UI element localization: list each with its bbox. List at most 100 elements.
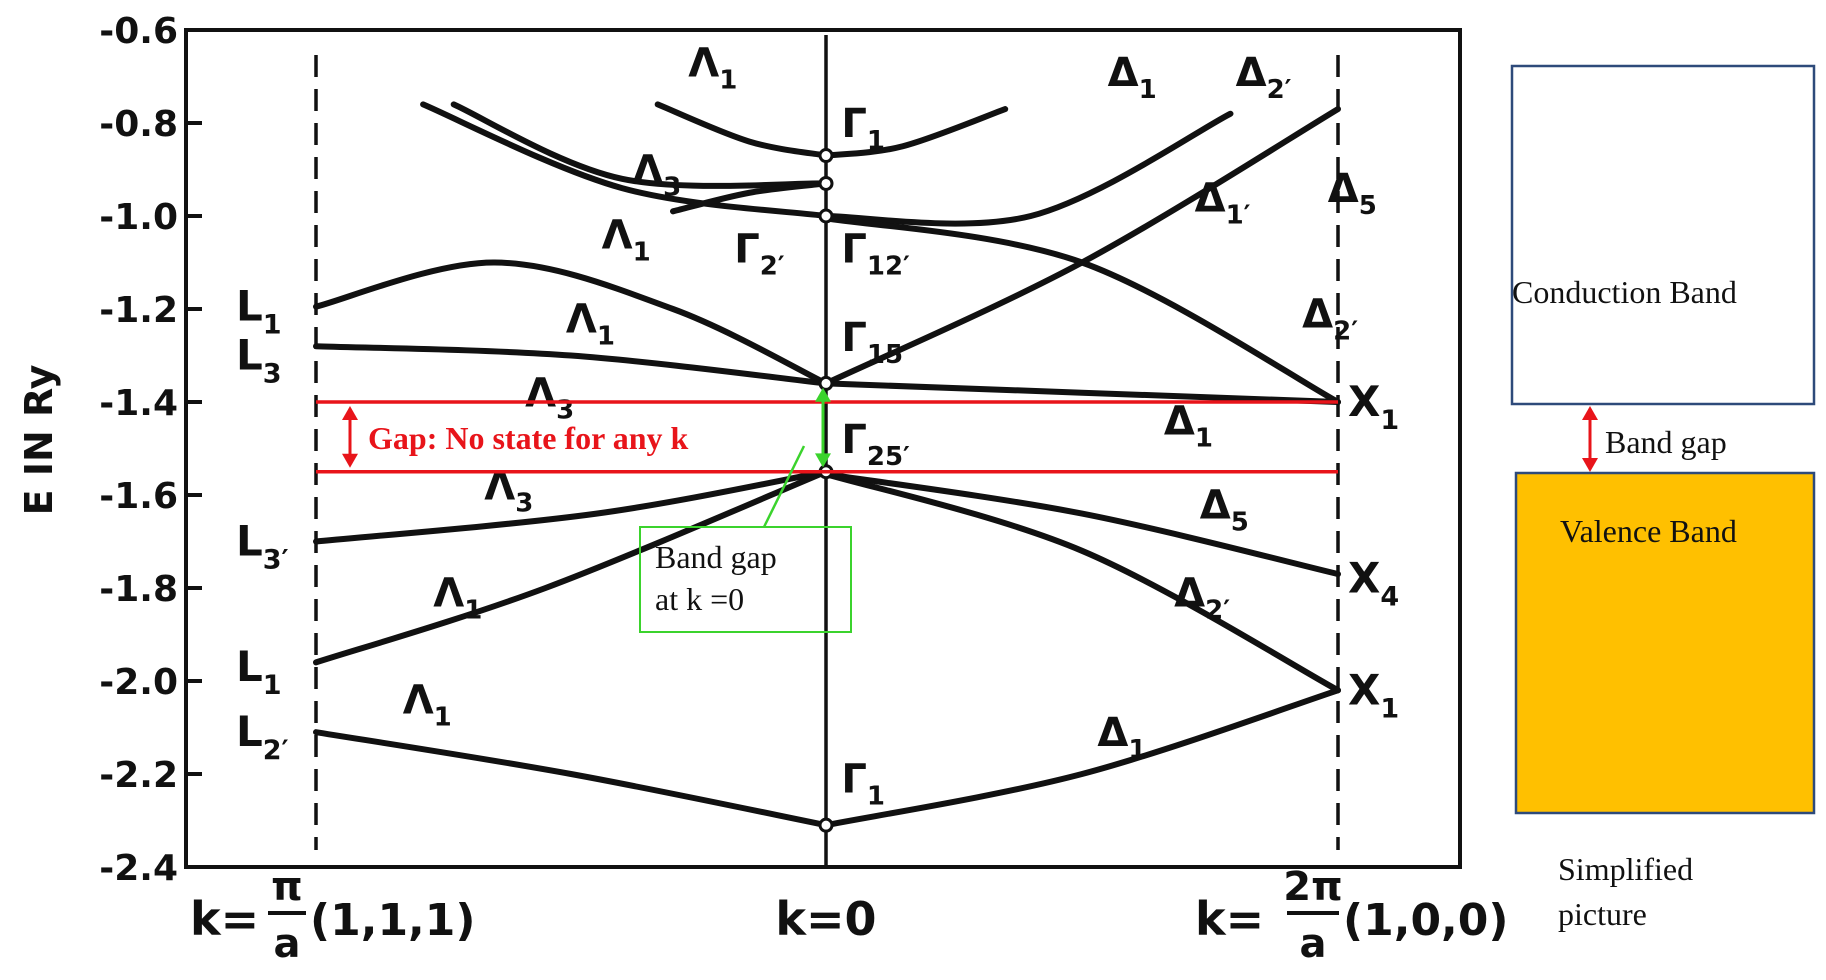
- symmetry-point-label-L: L1: [236, 642, 282, 701]
- symmetry-lines: [314, 35, 1340, 865]
- band-curve-11: [420, 101, 829, 219]
- simplified-caption-line1: Simplified: [1558, 851, 1693, 887]
- band-curve-6: [823, 471, 1341, 578]
- band-label: Δ1: [1097, 710, 1146, 765]
- band-curve-3: [823, 380, 1341, 405]
- x-right-vec: (1,0,0): [1343, 895, 1509, 946]
- x-right-k: k=: [1195, 892, 1264, 946]
- valence-band-box: [1514, 471, 1816, 815]
- band-curve-4: [313, 468, 829, 545]
- gap-arrow-head-bottom: [342, 453, 358, 468]
- band-curve-2: [313, 343, 829, 387]
- band-gap-k0-line2: at k =0: [655, 581, 744, 617]
- x-right-num: 2π: [1283, 864, 1342, 910]
- symmetry-point-label-L: L2′: [236, 707, 289, 766]
- band-curve-17: [670, 180, 829, 215]
- band-label: Λ3: [632, 147, 681, 202]
- y-tick-label: -2.4: [99, 848, 178, 889]
- band-label: Λ1: [566, 296, 615, 351]
- band-curve-15: [654, 101, 829, 159]
- k0-gap-leader: [762, 445, 806, 528]
- gamma-point-dot: [818, 208, 834, 224]
- y-tick-label: -1.0: [99, 197, 178, 238]
- gamma-point-dot: [818, 148, 834, 164]
- y-tick-label: -1.4: [99, 383, 178, 424]
- band-label: Γ12′: [841, 227, 910, 282]
- gamma-points: [818, 148, 834, 833]
- band-curve-13: [450, 101, 829, 189]
- y-tick-label: -0.8: [99, 104, 178, 145]
- gamma-point-dot: [818, 175, 834, 191]
- band-curve-1: [313, 259, 829, 387]
- band-curve-16: [823, 106, 1009, 159]
- band-label: Δ2′: [1302, 292, 1358, 347]
- conduction-band-box: [1510, 64, 1816, 406]
- k0-gap-arrow-head-top: [815, 387, 831, 402]
- x-label-left: k= π a (1,1,1): [190, 864, 476, 967]
- band-curve-12: [823, 110, 1234, 227]
- band-curve-8: [313, 729, 829, 829]
- band-label: Δ5: [1328, 166, 1377, 221]
- x-label-right: k= 2π a (1,0,0): [1195, 864, 1509, 967]
- gap-arrow-head-top: [342, 406, 358, 420]
- band-label: Γ1: [841, 757, 885, 812]
- band-label: Δ2′: [1236, 50, 1292, 105]
- x-right-den: a: [1300, 921, 1327, 967]
- simplified-picture: Conduction Band Valence Band Band gap Si…: [1510, 64, 1816, 932]
- band-curve-7: [823, 471, 1341, 694]
- valence-band-label: Valence Band: [1560, 513, 1737, 549]
- symmetry-point-label-X: X4: [1348, 554, 1399, 613]
- band-label: Λ1: [433, 571, 482, 626]
- band-gap-k0-box: [639, 526, 852, 633]
- y-tick-label: -1.6: [99, 476, 178, 517]
- band-label: Δ1: [1108, 50, 1157, 105]
- band-label: Γ1: [841, 101, 885, 156]
- simplified-caption-line2: picture: [1558, 896, 1647, 932]
- y-tick-label: -1.8: [99, 569, 178, 610]
- band-curve-5: [313, 468, 829, 666]
- symmetry-point-label-X: X1: [1348, 665, 1399, 724]
- k0-gap-arrow-head-bottom: [815, 453, 831, 468]
- symmetry-point-label-L: L3: [236, 331, 282, 390]
- simplified-gap-arrow: [1582, 406, 1598, 472]
- band-label: Λ1: [403, 678, 452, 733]
- plot-frame: [184, 28, 1462, 869]
- conduction-band-label: Conduction Band: [1512, 274, 1737, 310]
- y-axis-label: E IN Ry: [17, 364, 61, 515]
- band-curve-9: [823, 687, 1341, 829]
- simplified-gap-label: Band gap: [1605, 424, 1727, 460]
- band-curves: [313, 101, 1341, 829]
- band-label: Δ1′: [1195, 175, 1251, 230]
- y-axis: -0.6 -0.8 -1.0 -1.2 -1.4 -1.6 -1.8 -2.0 -2.2 -2.4: [99, 11, 202, 889]
- band-gap-k0-line1: Band gap: [655, 539, 777, 575]
- symmetry-point-label-X: X1: [1348, 377, 1399, 436]
- y-tick-label: -2.0: [99, 662, 178, 703]
- y-tick-label: -2.2: [99, 755, 178, 796]
- x-axis-labels: k= π a (1,1,1) k=0 k= 2π a (1,0,0): [190, 864, 1509, 967]
- y-tick-label: -1.2: [99, 290, 178, 331]
- y-tick-label: -0.6: [99, 11, 178, 52]
- band-curve-14: [823, 215, 1341, 405]
- x-left-k: k=: [190, 892, 259, 946]
- band-label: Γ2′: [734, 227, 785, 282]
- band-label: Δ5: [1200, 482, 1249, 537]
- band-label: Γ25′: [841, 417, 910, 472]
- x-left-den: a: [274, 921, 301, 967]
- x-label-center: k=0: [775, 892, 876, 946]
- band-label: Δ2′: [1174, 571, 1230, 626]
- band-gap-overlay: Gap: No state for any k: [316, 400, 1338, 474]
- band-label: Λ1: [602, 213, 651, 268]
- symmetry-point-label-L: L3′: [236, 517, 289, 576]
- band-label: Γ15: [841, 315, 903, 370]
- band-label: Λ3: [525, 371, 574, 426]
- x-left-vec: (1,1,1): [310, 895, 476, 946]
- gamma-point-dot: [818, 817, 834, 833]
- band-label: Λ1: [688, 41, 737, 96]
- gap-label: Gap: No state for any k: [368, 420, 689, 456]
- band-label: Δ1: [1164, 399, 1213, 454]
- band-labels: Λ1 Δ1 Δ2′ Γ1 Λ3 Δ1′ Δ5 Λ1 Γ2′ Γ12′ Λ1 Δ2′ Γ15 Λ3 Δ1 Γ25…: [403, 41, 1377, 812]
- gamma-point-dot: [818, 375, 834, 391]
